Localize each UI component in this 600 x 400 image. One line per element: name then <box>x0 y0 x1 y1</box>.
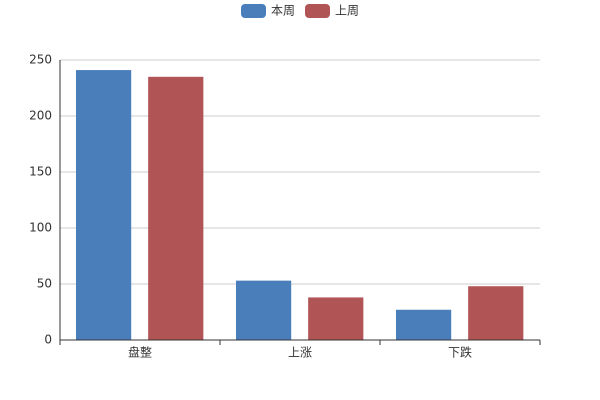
y-tick-label: 100 <box>29 221 52 235</box>
bar <box>148 76 204 341</box>
bar <box>396 309 452 340</box>
legend-label: 上周 <box>335 4 359 18</box>
legend-label: 本周 <box>271 4 295 18</box>
bar <box>468 286 524 340</box>
x-tick-label: 下跌 <box>448 345 472 360</box>
bar <box>236 280 292 340</box>
bar <box>76 70 132 340</box>
y-tick-label: 50 <box>37 277 52 291</box>
legend-swatch <box>305 4 330 18</box>
y-tick-label: 150 <box>29 165 52 179</box>
x-tick-label: 盘整 <box>128 345 152 360</box>
bar <box>308 297 364 340</box>
y-tick-label: 250 <box>29 53 52 67</box>
x-tick-label: 上涨 <box>288 345 312 360</box>
y-tick-label: 0 <box>44 333 52 347</box>
legend-swatch <box>241 4 266 18</box>
y-tick-label: 200 <box>29 109 52 123</box>
